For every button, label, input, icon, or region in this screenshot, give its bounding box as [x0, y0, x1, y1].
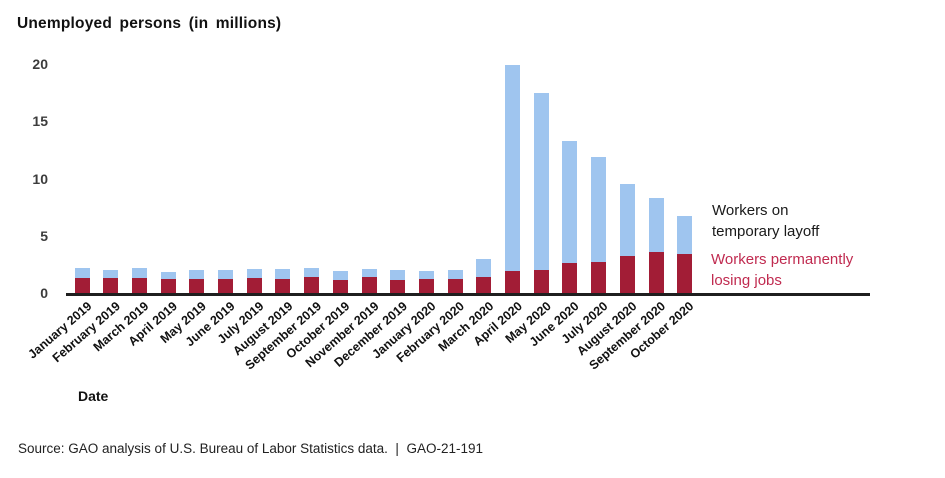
- bar-segment-permanent: [103, 278, 119, 293]
- bar-segment-permanent: [304, 277, 320, 293]
- x-axis-title: Date: [78, 388, 109, 404]
- y-tick-label: 10: [32, 170, 48, 187]
- y-tick-label: 0: [40, 285, 48, 301]
- bar-segment-permanent: [189, 279, 205, 293]
- bar-segment-permanent: [218, 279, 233, 293]
- bar-segment-temporary: [74, 267, 90, 279]
- bar-segment-permanent: [648, 251, 664, 293]
- bar-segment-permanent: [131, 278, 147, 293]
- bar-segment-permanent: [591, 262, 607, 293]
- legend-temporary-line2: temporary layoff: [712, 223, 820, 240]
- legend-permanent-losing: Workers permanently losing jobs: [711, 249, 853, 291]
- bar-segment-permanent: [361, 277, 377, 293]
- bar-segment-temporary: [189, 270, 205, 280]
- bar-segment-temporary: [591, 156, 607, 262]
- bar-segment-temporary: [619, 184, 635, 257]
- bar-segment-temporary: [160, 272, 176, 280]
- bar-segment-temporary: [304, 267, 320, 277]
- bar-segment-temporary: [505, 65, 520, 272]
- bar-segment-permanent: [74, 278, 90, 293]
- bar-segment-permanent: [533, 270, 549, 293]
- bar-segment-temporary: [533, 92, 549, 271]
- bar-segment-permanent: [275, 279, 291, 293]
- bar-segment-permanent: [390, 280, 406, 293]
- bar-segment-temporary: [131, 267, 147, 279]
- legend-permanent-line2: losing jobs: [711, 272, 782, 289]
- bar-segment-temporary: [218, 270, 233, 280]
- bar-segment-temporary: [677, 216, 693, 255]
- bar-segment-temporary: [390, 270, 406, 281]
- bar-segment-temporary: [275, 269, 291, 280]
- bar-segment-temporary: [648, 198, 664, 252]
- bar-segment-permanent: [332, 280, 348, 293]
- y-tick-label: 15: [32, 113, 48, 130]
- bar-segment-temporary: [332, 271, 348, 281]
- bar-segment-temporary: [361, 269, 377, 277]
- bar-segment-temporary: [476, 258, 492, 277]
- bar-segment-permanent: [160, 279, 176, 293]
- x-axis-line: [66, 293, 870, 296]
- y-tick-label: 20: [32, 56, 48, 72]
- bar-segment-permanent: [677, 254, 693, 293]
- bar-segment-temporary: [103, 270, 119, 279]
- bar-segment-permanent: [505, 271, 520, 293]
- bar-segment-permanent: [447, 279, 463, 293]
- bar-segment-permanent: [562, 263, 578, 293]
- bar-segment-temporary: [418, 271, 434, 280]
- legend-temporary-line1: Workers on: [712, 202, 789, 219]
- bar-segment-permanent: [418, 279, 434, 293]
- bar-segment-permanent: [246, 278, 262, 293]
- bar-segment-temporary: [246, 269, 262, 279]
- bar-segment-permanent: [476, 277, 492, 293]
- legend-temporary-layoff: Workers on temporary layoff: [712, 200, 819, 242]
- legend-permanent-line1: Workers permanently: [711, 251, 854, 268]
- source-note: Source: GAO analysis of U.S. Bureau of L…: [18, 441, 483, 456]
- bar-segment-temporary: [447, 270, 463, 280]
- bar-segment-permanent: [619, 256, 635, 293]
- chart-title: Unemployed persons (in millions): [17, 15, 282, 32]
- bar-segment-temporary: [562, 140, 578, 264]
- y-tick-label: 5: [40, 227, 48, 244]
